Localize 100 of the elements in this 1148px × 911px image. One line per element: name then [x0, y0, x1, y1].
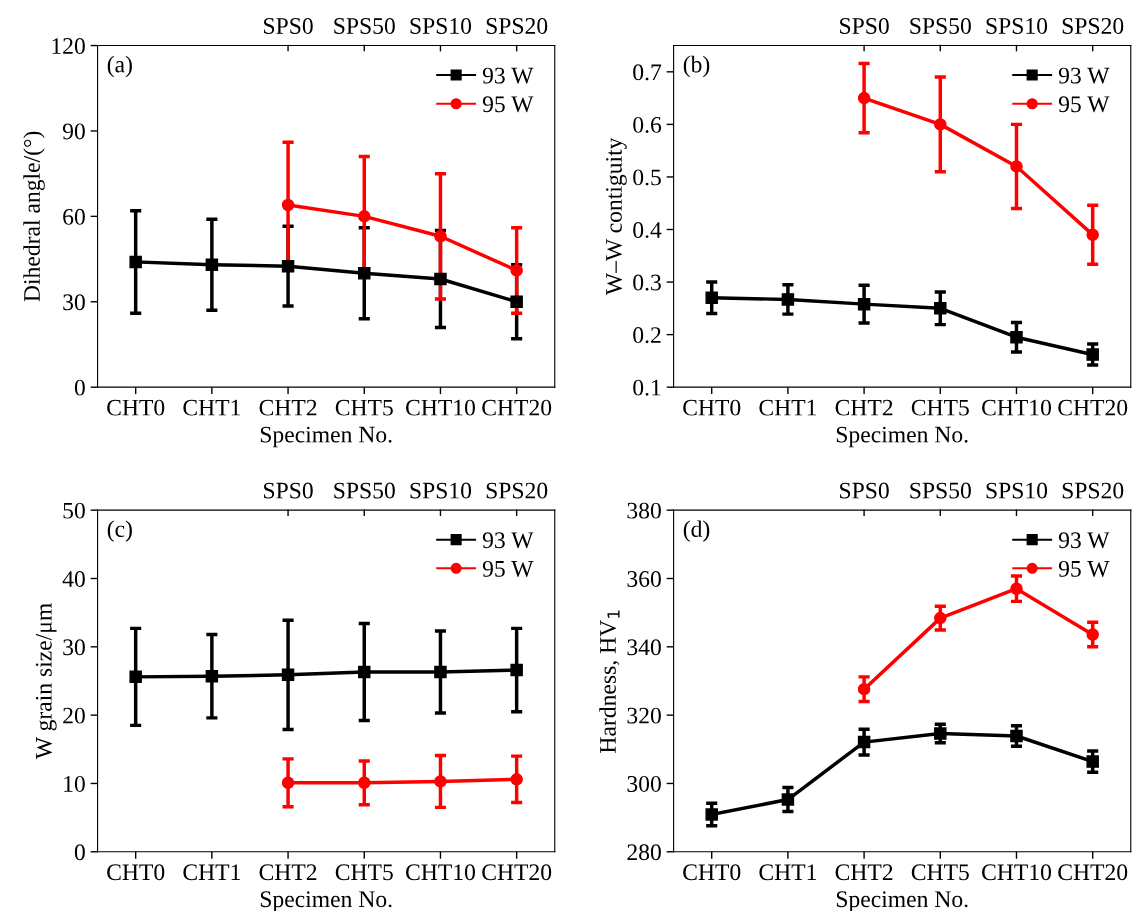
x-tick-label: CHT20 [1058, 864, 1128, 881]
y-tick-label: 20 [63, 707, 85, 724]
y-tick-label: 0 [74, 379, 85, 396]
x-tick-label: CHT5 [335, 399, 393, 416]
point [281, 668, 295, 682]
point [281, 198, 295, 212]
x-tick-label: CHT2 [835, 399, 893, 416]
y-axis-title: Hardness, HV$_{1}$ [599, 610, 620, 753]
y-tick-label: 320 [627, 707, 661, 724]
point [857, 91, 871, 105]
point [434, 775, 447, 788]
point [781, 293, 795, 306]
y-tick-label: 0.4 [633, 221, 662, 239]
y-tick-label: 0.3 [633, 274, 661, 291]
point [857, 297, 871, 311]
x-tick-label: CHT0 [107, 864, 165, 881]
y-tick-label: 360 [627, 570, 661, 587]
x-tick-label: CHT1 [183, 864, 240, 881]
legend-label: 93 W [1058, 67, 1110, 84]
point [934, 302, 947, 315]
point [705, 808, 718, 821]
annotation: SPS10 [410, 17, 472, 34]
legend-label: 95 W [1058, 96, 1110, 113]
annotation: (d) [683, 520, 710, 542]
x-tick-label: CHT5 [911, 864, 969, 881]
point [705, 291, 718, 305]
annotation: SPS20 [1062, 17, 1124, 34]
point [1086, 228, 1099, 242]
point [129, 670, 142, 684]
point [358, 665, 371, 679]
x-tick-label: CHT5 [335, 864, 393, 881]
annotation: SPS10 [410, 482, 472, 499]
x-tick-label: CHT0 [107, 399, 165, 416]
annotation: SPS0 [840, 17, 889, 34]
x-axis-title: Specimen No. [836, 891, 968, 911]
x-tick-label: CHT20 [1058, 399, 1128, 416]
point [129, 255, 142, 269]
y-tick-label: 0.5 [633, 169, 661, 186]
y-tick-label: 340 [627, 639, 661, 656]
x-axis-title: Specimen No. [260, 426, 392, 448]
y-tick-label: 0 [74, 844, 85, 861]
annotation: SPS0 [264, 17, 313, 34]
point [1086, 755, 1099, 768]
point [358, 210, 371, 223]
annotation: SPS50 [334, 482, 395, 499]
point [510, 773, 523, 786]
annotation: SPS50 [910, 482, 971, 499]
point [781, 793, 795, 806]
point [934, 727, 947, 740]
y-tick-label: 50 [63, 502, 85, 519]
point [857, 735, 871, 749]
point [510, 264, 523, 277]
point [1010, 729, 1023, 743]
x-tick-label: CHT2 [259, 399, 317, 416]
x-tick-label: CHT1 [183, 399, 240, 416]
y-tick-label: 30 [63, 294, 85, 311]
y-tick-label: 0.1 [633, 379, 661, 396]
annotation: (a) [107, 55, 132, 78]
x-tick-label: CHT2 [259, 864, 317, 881]
legend-label: 93 W [482, 532, 534, 549]
x-tick-label: CHT10 [406, 864, 475, 881]
y-tick-label: 300 [627, 775, 661, 792]
point [934, 611, 947, 625]
point [205, 669, 219, 683]
point [358, 776, 371, 790]
y-tick-label: 90 [62, 123, 85, 140]
point [281, 259, 295, 273]
x-tick-label: CHT20 [482, 864, 552, 881]
legend-label: 95 W [482, 560, 534, 577]
legend-label: 95 W [1058, 560, 1110, 577]
y-tick-label: 30 [63, 639, 85, 656]
point [434, 665, 447, 679]
x-tick-label: CHT1 [759, 399, 816, 416]
annotation: SPS0 [840, 482, 889, 499]
y-tick-label: 60 [63, 208, 85, 225]
annotation: (b) [683, 55, 710, 78]
point [1010, 330, 1023, 344]
x-tick-label: CHT0 [683, 399, 741, 416]
point [857, 682, 871, 696]
x-axis-title: Specimen No. [260, 891, 392, 911]
x-tick-label: CHT2 [835, 864, 893, 881]
annotation: SPS0 [264, 482, 313, 499]
y-tick-label: 40 [62, 570, 85, 587]
point [434, 230, 447, 243]
y-tick-label: 380 [627, 502, 661, 519]
point [1086, 628, 1099, 641]
y-tick-label: 280 [627, 844, 661, 861]
y-axis-title: W grain size/μm [35, 603, 57, 760]
point [281, 776, 295, 790]
point [1086, 348, 1099, 361]
x-axis-title: Specimen No. [836, 426, 968, 448]
y-tick-label: 0.2 [633, 327, 661, 344]
point [205, 258, 219, 272]
point [434, 272, 447, 286]
point [934, 118, 947, 131]
x-tick-label: CHT0 [683, 864, 741, 881]
annotation: SPS50 [334, 17, 395, 34]
x-tick-label: CHT10 [406, 399, 475, 416]
point [510, 663, 523, 677]
y-axis-title: Dihedral angle/(°) [23, 131, 45, 302]
